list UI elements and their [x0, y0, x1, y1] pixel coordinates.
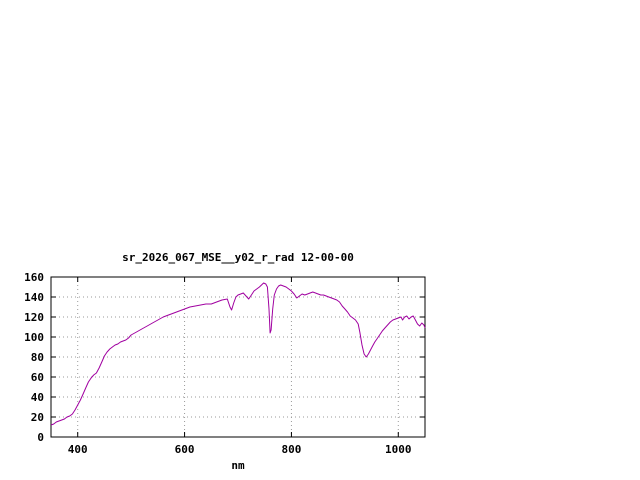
x-axis-label: nm: [231, 459, 245, 472]
x-tick-label: 400: [68, 443, 88, 456]
y-tick-label: 120: [24, 311, 44, 324]
x-tick-label: 600: [175, 443, 195, 456]
y-tick-label: 100: [24, 331, 44, 344]
y-tick-label: 160: [24, 271, 44, 284]
y-tick-label: 140: [24, 291, 44, 304]
chart-title: sr_2026_067_MSE__y02_r_rad 12-00-00: [122, 251, 354, 264]
x-tick-label: 1000: [385, 443, 412, 456]
data-line: [50, 282, 426, 426]
y-tick-label: 40: [31, 391, 44, 404]
y-tick-label: 80: [31, 351, 44, 364]
y-tick-label: 20: [31, 411, 44, 424]
y-tick-label: 60: [31, 371, 44, 384]
y-tick-label: 0: [37, 431, 44, 444]
x-tick-label: 800: [281, 443, 301, 456]
